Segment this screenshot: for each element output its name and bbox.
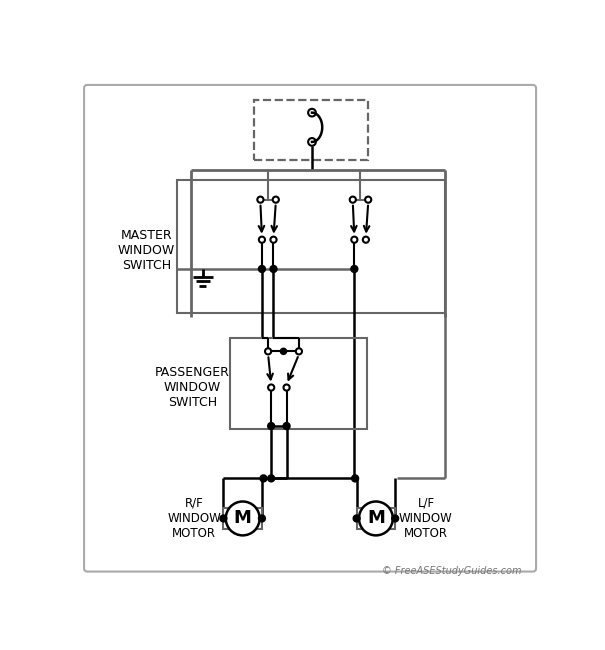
Circle shape [270,237,276,243]
Text: PASSENGER
WINDOW
SWITCH: PASSENGER WINDOW SWITCH [155,366,230,409]
Bar [254,99,368,160]
Circle shape [391,515,399,522]
Text: MASTER
WINDOW
SWITCH: MASTER WINDOW SWITCH [118,229,175,272]
Circle shape [363,237,369,243]
Circle shape [308,138,316,146]
Bar [356,508,395,529]
Circle shape [308,109,316,116]
Circle shape [353,515,360,522]
Circle shape [258,265,266,272]
Circle shape [281,348,287,354]
Text: M: M [367,510,385,527]
Text: R/F
WINDOW
MOTOR: R/F WINDOW MOTOR [168,497,221,540]
Circle shape [270,265,277,272]
Circle shape [267,422,275,430]
Circle shape [283,422,290,430]
Circle shape [296,348,302,354]
Circle shape [351,265,358,272]
Circle shape [258,515,266,522]
Circle shape [359,502,393,536]
Circle shape [352,237,358,243]
Circle shape [226,502,260,536]
Circle shape [352,475,359,482]
Circle shape [273,196,279,203]
FancyBboxPatch shape [84,85,536,571]
Bar [223,508,262,529]
Circle shape [260,475,267,482]
Text: L/F
WINDOW
MOTOR: L/F WINDOW MOTOR [399,497,453,540]
Bar [229,338,367,429]
Text: © FreeASEStudyGuides.com: © FreeASEStudyGuides.com [382,566,522,576]
Text: M: M [234,510,252,527]
Circle shape [267,475,275,482]
Circle shape [265,348,271,354]
Circle shape [284,384,290,391]
Circle shape [220,515,227,522]
Circle shape [350,196,356,203]
Circle shape [365,196,371,203]
Circle shape [257,196,263,203]
Circle shape [268,384,274,391]
Circle shape [259,237,265,243]
Bar [177,181,445,313]
